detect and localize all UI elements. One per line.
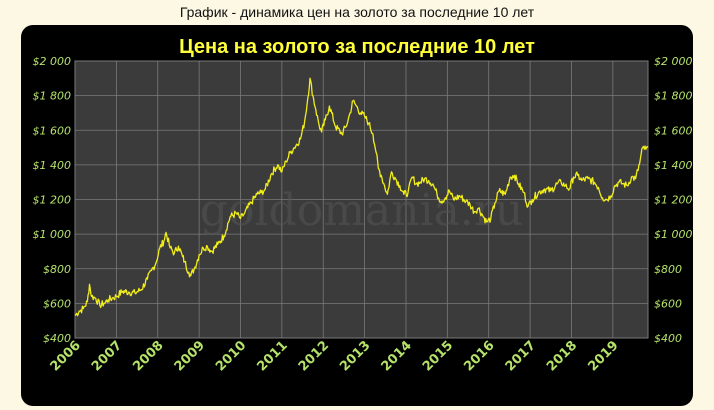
y-tick-label-right: $1 800	[654, 90, 693, 103]
x-tick-label: 2012	[296, 338, 332, 374]
price-line-layer	[74, 77, 649, 317]
plot-frame	[74, 60, 649, 339]
price-series-line	[74, 77, 649, 317]
y-tick-label-right: $400	[654, 332, 682, 345]
x-tick-label: 2014	[379, 338, 415, 374]
chart-title: Цена на золото за последние 10 лет	[179, 36, 535, 58]
x-tick-label: 2018	[544, 338, 580, 374]
x-tick-label: 2011	[254, 338, 290, 374]
watermark: goldomania.ru	[200, 185, 523, 236]
y-tick-label-left: $400	[43, 332, 71, 345]
x-tick-label: 2019	[585, 338, 621, 374]
x-tick-label: 2010	[213, 338, 249, 374]
x-tick-label: 2013	[337, 338, 373, 374]
y-tick-label-left: $1 000	[33, 228, 72, 241]
grid-lines	[74, 60, 649, 339]
y-tick-label-left: $1 600	[33, 124, 72, 137]
y-tick-label-right: $1 200	[654, 194, 693, 207]
x-tick-label: 2009	[172, 338, 208, 374]
y-tick-label-left: $1 800	[33, 90, 72, 103]
y-tick-label-right: $1 400	[654, 159, 693, 172]
x-tick-label: 2017	[503, 338, 539, 374]
y-tick-label-right: $2 000	[654, 55, 693, 68]
y-tick-label-right: $1 600	[654, 124, 693, 137]
x-tick-label: 2016	[461, 338, 497, 374]
y-tick-label-left: $1 400	[33, 159, 72, 172]
y-tick-label-left: $600	[43, 297, 71, 310]
x-tick-label: 2008	[130, 338, 166, 374]
y-tick-label-right: $800	[654, 263, 682, 276]
x-tick-label: 2007	[89, 338, 125, 374]
y-tick-label-left: $2 000	[33, 55, 72, 68]
y-tick-label-left: $800	[43, 263, 71, 276]
gold-price-chart: goldomania.ru $2 000 $2 000 $1 800 $1 800 $1…	[33, 36, 693, 374]
y-tick-label-left: $1 200	[33, 194, 72, 207]
chart-panel: goldomania.ru $2 000 $2 000 $1 800 $1 800 $1…	[21, 25, 693, 406]
x-tick-label: 2015	[420, 338, 456, 374]
page-caption: График - динамика цен на золото за после…	[179, 4, 535, 20]
y-tick-label-right: $1 000	[654, 228, 693, 241]
y-tick-label-right: $600	[654, 297, 682, 310]
